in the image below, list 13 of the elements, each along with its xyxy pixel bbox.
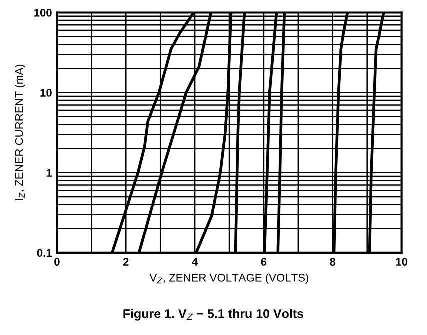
y-tick-label: 0.1 xyxy=(37,249,52,258)
y-axis-title: I$_{Z}$, ZENER CURRENT (mA) xyxy=(15,64,26,200)
y-tick-label: 100 xyxy=(34,8,52,17)
x-tick-label: 8 xyxy=(330,258,336,266)
x-axis-title: V$_{Z}$, ZENER VOLTAGE (VOLTS) xyxy=(150,274,309,284)
x-tick-label: 0 xyxy=(54,258,60,266)
text: Figure 1. V$_{Z}$ − 5.1 thru 10 Volts xyxy=(124,309,304,321)
x-tick-label: 6 xyxy=(261,258,267,266)
y-tick-label: 1 xyxy=(46,169,52,177)
x-tick-label: 4 xyxy=(192,258,198,266)
x-tick-label: 2 xyxy=(123,258,129,266)
y-tick-label: 10 xyxy=(40,89,52,97)
x-tick-label: 10 xyxy=(396,258,408,266)
